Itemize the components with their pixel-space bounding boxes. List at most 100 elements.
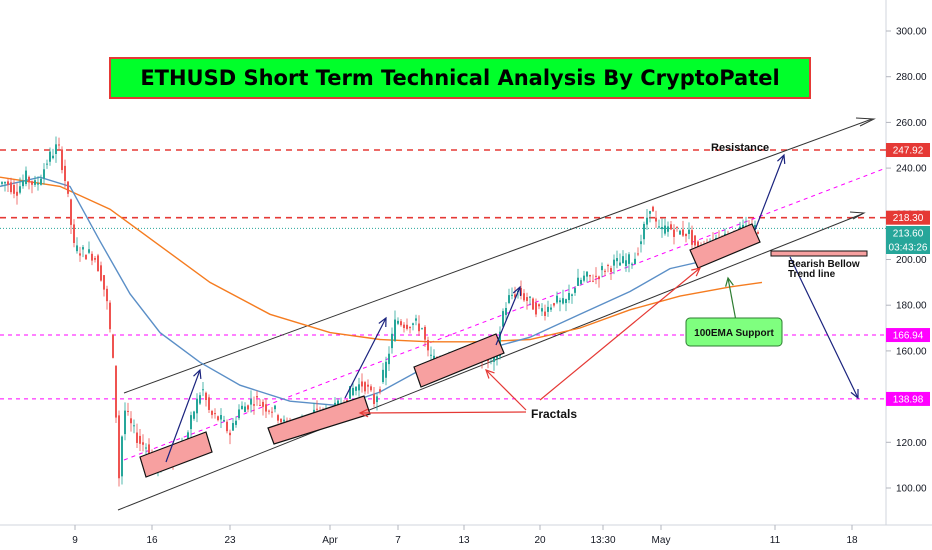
candle	[265, 398, 267, 419]
candle	[502, 308, 504, 329]
candle	[601, 262, 603, 278]
candle	[22, 174, 24, 189]
candle	[214, 408, 216, 419]
candle	[217, 415, 219, 422]
candle	[523, 289, 525, 302]
candle	[520, 280, 522, 300]
candle	[103, 275, 105, 297]
candle	[49, 147, 51, 166]
price-label-4: 166.94	[886, 328, 930, 343]
candle	[52, 148, 54, 160]
candle	[220, 408, 222, 428]
candle	[397, 317, 399, 326]
candle	[61, 146, 63, 174]
candle	[403, 322, 405, 333]
candle	[232, 418, 234, 432]
candle	[583, 270, 585, 283]
candle	[670, 220, 672, 231]
chart-title-box: ETHUSD Short Term Technical Analysis By …	[109, 57, 811, 99]
candle	[262, 399, 264, 416]
candle	[223, 415, 225, 423]
y-tick-label: 160.00	[896, 346, 927, 357]
candle	[13, 179, 15, 199]
candle	[565, 298, 567, 312]
candle	[673, 224, 675, 245]
candle	[118, 410, 120, 487]
bearish-label-line2: Trend line	[788, 269, 836, 280]
price-label-2: 213.60	[886, 226, 930, 240]
candle	[97, 253, 99, 272]
ema-support-box	[685, 317, 783, 347]
candle	[199, 392, 201, 406]
x-tick-label: Apr	[322, 535, 338, 546]
candle	[556, 291, 558, 305]
x-tick-label: 16	[146, 535, 158, 546]
candle	[31, 180, 33, 194]
candle	[412, 322, 414, 331]
candle	[268, 409, 270, 415]
candle	[532, 297, 534, 310]
candle	[112, 333, 114, 359]
candle	[67, 181, 69, 198]
y-tick-label: 260.00	[896, 118, 927, 129]
price-label-5: 138.98	[886, 391, 930, 406]
candle	[553, 302, 555, 308]
price-label-1: 218.30	[886, 210, 930, 225]
candle	[136, 423, 138, 449]
candle	[616, 250, 618, 269]
y-tick-label: 100.00	[896, 484, 927, 495]
breakout-arrow-4	[754, 153, 786, 231]
candle	[244, 402, 246, 413]
price-label-3: 03:43:26	[886, 240, 930, 254]
ema-support-arrow	[725, 276, 737, 322]
candle	[586, 270, 588, 283]
candle	[247, 404, 249, 413]
candle	[541, 303, 543, 316]
candle	[196, 393, 198, 423]
channel-lower-line	[117, 213, 863, 511]
candle	[679, 229, 681, 236]
candle	[427, 336, 429, 357]
candle	[256, 390, 258, 406]
candle	[271, 407, 273, 418]
candle	[352, 382, 354, 397]
candle	[400, 318, 402, 327]
candle	[391, 327, 393, 354]
candle	[364, 380, 366, 395]
candle	[109, 300, 111, 333]
candle	[79, 246, 81, 262]
candle	[259, 399, 261, 407]
candle	[373, 386, 375, 408]
candle	[202, 382, 204, 397]
candle	[55, 136, 57, 163]
candle	[577, 268, 579, 286]
candle	[526, 292, 528, 310]
candle	[580, 277, 582, 286]
candle	[127, 402, 129, 416]
x-tick-label: 9	[72, 535, 78, 546]
y-tick-label: 200.00	[896, 255, 927, 266]
candle	[274, 404, 276, 413]
candle	[82, 245, 84, 258]
y-tick-label: 280.00	[896, 72, 927, 83]
candle	[568, 284, 570, 304]
svg-text:138.98: 138.98	[893, 394, 924, 405]
y-tick-label: 240.00	[896, 164, 927, 175]
candle	[640, 234, 642, 253]
candle	[238, 404, 240, 421]
candle	[661, 218, 663, 238]
candle	[361, 373, 363, 393]
candle	[139, 429, 141, 451]
candle	[70, 198, 72, 234]
candle	[658, 219, 660, 229]
candle	[94, 255, 96, 263]
candle	[688, 222, 690, 240]
flag-pattern-box-1	[267, 395, 371, 445]
channel-upper-arrowhead	[855, 117, 876, 127]
candle	[43, 163, 45, 185]
resistance-label: Resistance	[711, 142, 769, 154]
x-tick-label: 23	[224, 535, 236, 546]
candle	[649, 210, 651, 223]
